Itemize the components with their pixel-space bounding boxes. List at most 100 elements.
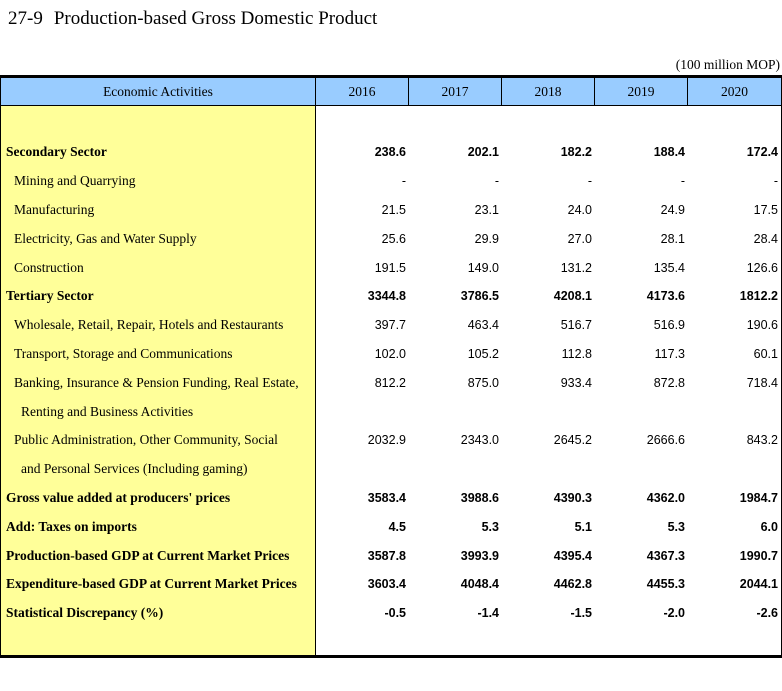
cell-value: 2044.1 xyxy=(739,577,778,592)
row-label: Renting and Business Activities xyxy=(1,397,316,426)
cell-value: 3786.5 xyxy=(460,289,499,304)
cell-value: 172.4 xyxy=(746,145,778,160)
cell-value: 4208.1 xyxy=(553,289,592,304)
row-label: Expenditure-based GDP at Current Market … xyxy=(1,569,316,599)
cell-value: 2032.9 xyxy=(367,433,406,448)
cell-value: -1.4 xyxy=(477,606,499,621)
cell-value xyxy=(409,455,502,484)
cell-value: 149.0 xyxy=(467,260,499,275)
cell-value: 24.0 xyxy=(567,202,592,217)
row-label: Tertiary Sector xyxy=(1,281,316,311)
cell-value: 28.4 xyxy=(753,231,778,246)
row-mining-and-quarrying: Mining and Quarrying - - - - - xyxy=(1,166,781,196)
row-manufacturing: Manufacturing 21.5 23.1 24.0 24.9 17.5 xyxy=(1,195,781,225)
page-title: 27-9 Production-based Gross Domestic Prod… xyxy=(0,0,782,30)
cell-value: 3587.8 xyxy=(367,548,406,563)
cell-value: 4173.6 xyxy=(646,289,685,304)
header-year-2019: 2019 xyxy=(595,78,688,105)
cell-value: 23.1 xyxy=(474,202,499,217)
cell-value: 191.5 xyxy=(374,260,406,275)
cell-value: 17.5 xyxy=(753,202,778,217)
cell-value: 182.2 xyxy=(560,145,592,160)
row-tertiary-sector: Tertiary Sector 3344.8 3786.5 4208.1 417… xyxy=(1,281,781,311)
header-economic-activities: Economic Activities xyxy=(1,78,316,105)
row-production-based-gdp: Production-based GDP at Current Market P… xyxy=(1,541,781,570)
cell-value: 21.5 xyxy=(381,202,406,217)
cell-value: 1990.7 xyxy=(739,548,778,563)
cell-value: 6.0 xyxy=(760,519,778,534)
cell-value: 24.9 xyxy=(660,202,685,217)
cell-value: - xyxy=(401,174,406,189)
page-title-text: Production-based Gross Domestic Product xyxy=(53,8,378,29)
cell-value: 1812.2 xyxy=(739,289,778,304)
cell-value: -2.6 xyxy=(756,606,778,621)
cell-value: 188.4 xyxy=(653,145,685,160)
cell-value: 29.9 xyxy=(474,231,499,246)
cell-value: 463.4 xyxy=(467,318,499,333)
gdp-table: Economic Activities 2016 2017 2018 2019 … xyxy=(0,75,782,658)
header-row: Economic Activities 2016 2017 2018 2019 … xyxy=(1,78,781,106)
table-number: 27-9 xyxy=(8,8,43,29)
cell-value: 4395.4 xyxy=(553,548,592,563)
cell-value: 60.1 xyxy=(753,346,778,361)
row-label: Statistical Discrepancy (%) xyxy=(1,598,316,628)
row-label: Secondary Sector xyxy=(1,138,316,167)
row-label: Add: Taxes on imports xyxy=(1,512,316,542)
row-expenditure-based-gdp: Expenditure-based GDP at Current Market … xyxy=(1,569,781,599)
cell-value: 1984.7 xyxy=(739,490,778,505)
header-year-2017: 2017 xyxy=(409,78,502,105)
cell-value: 4367.3 xyxy=(646,548,685,563)
header-year-2018: 2018 xyxy=(502,78,595,105)
cell-value: 516.9 xyxy=(653,318,685,333)
row-label: Gross value added at producers' prices xyxy=(1,483,316,513)
row-label: Production-based GDP at Current Market P… xyxy=(1,541,316,570)
row-label: Banking, Insurance & Pension Funding, Re… xyxy=(1,368,316,398)
row-public-administration: Public Administration, Other Community, … xyxy=(1,425,781,455)
cell-value xyxy=(688,455,781,484)
cell-value xyxy=(688,397,781,426)
row-taxes-on-imports: Add: Taxes on imports 4.5 5.3 5.1 5.3 6.… xyxy=(1,512,781,542)
cell-value: 126.6 xyxy=(746,260,778,275)
cell-value: 135.4 xyxy=(653,260,685,275)
cell-value: 872.8 xyxy=(653,375,685,390)
cell-value xyxy=(316,397,409,426)
cell-value: -2.0 xyxy=(663,606,685,621)
cell-value: 718.4 xyxy=(746,375,778,390)
cell-value: 112.8 xyxy=(561,346,592,361)
cell-value: -0.5 xyxy=(384,606,406,621)
unit-note: (100 million MOP) xyxy=(675,57,780,72)
cell-value: 238.6 xyxy=(374,145,406,160)
row-label: Transport, Storage and Communications xyxy=(1,339,316,369)
row-electricity-gas-water: Electricity, Gas and Water Supply 25.6 2… xyxy=(1,224,781,254)
row-banking-insurance: Banking, Insurance & Pension Funding, Re… xyxy=(1,368,781,398)
cell-value xyxy=(595,455,688,484)
cell-value: 28.1 xyxy=(660,231,685,246)
cell-value: 131.2 xyxy=(560,260,592,275)
cell-value: 2645.2 xyxy=(553,433,592,448)
cell-value: 3344.8 xyxy=(367,289,406,304)
row-label: Wholesale, Retail, Repair, Hotels and Re… xyxy=(1,310,316,340)
row-label: Manufacturing xyxy=(1,195,316,225)
cell-value xyxy=(595,397,688,426)
row-statistical-discrepancy: Statistical Discrepancy (%) -0.5 -1.4 -1… xyxy=(1,598,781,628)
spacer-row-top xyxy=(1,106,781,138)
cell-value: - xyxy=(680,174,685,189)
cell-value: 4362.0 xyxy=(646,490,685,505)
cell-value: - xyxy=(494,174,499,189)
row-renting-business-continuation: Renting and Business Activities xyxy=(1,397,781,426)
cell-value: 27.0 xyxy=(567,231,592,246)
row-label: Electricity, Gas and Water Supply xyxy=(1,224,316,254)
cell-value: 3993.9 xyxy=(460,548,499,563)
spacer-label-cell xyxy=(1,627,316,655)
spacer-label-cell xyxy=(1,106,316,138)
row-wholesale-retail: Wholesale, Retail, Repair, Hotels and Re… xyxy=(1,310,781,340)
cell-value: 3988.6 xyxy=(460,490,499,505)
cell-value: 4.5 xyxy=(388,519,406,534)
cell-value: 5.3 xyxy=(481,519,499,534)
row-label: and Personal Services (Including gaming) xyxy=(1,454,316,484)
cell-value: 843.2 xyxy=(746,433,778,448)
row-personal-services-continuation: and Personal Services (Including gaming) xyxy=(1,454,781,484)
cell-value: 3603.4 xyxy=(367,577,406,592)
cell-value: 190.6 xyxy=(746,318,778,333)
